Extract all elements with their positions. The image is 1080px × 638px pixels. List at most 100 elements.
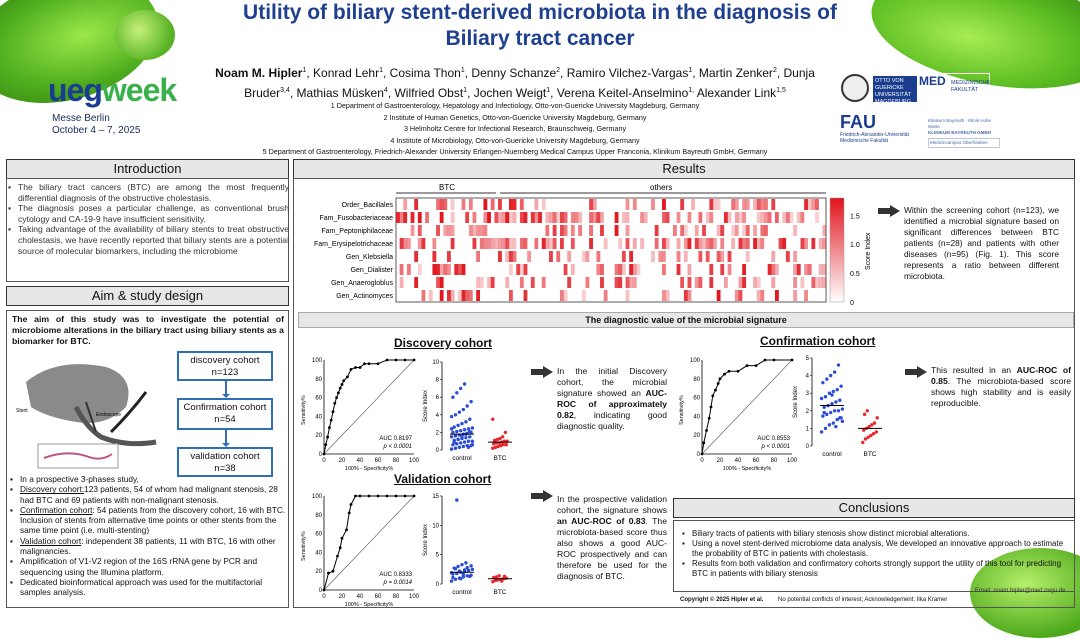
heatmap-cell (614, 225, 619, 236)
heatmap-cell (618, 277, 623, 288)
heatmap-cell (563, 225, 568, 236)
heatmap-row-label: Fam_Peptoniphilaceae (321, 228, 393, 235)
heatmap-cell (450, 212, 455, 223)
scale-tick-label: 1.0 (850, 242, 860, 249)
heatmap-cell (764, 225, 768, 236)
author-affiliation-sup: 1 (302, 67, 307, 74)
heatmap-cell (665, 238, 670, 249)
heatmap-cell (621, 251, 626, 262)
roc-y-tick: 100 (312, 358, 323, 364)
affiliation-2: 2 Institute of Human Genetics, Otto-von-… (383, 112, 647, 122)
roc-x-tick: 60 (375, 458, 382, 464)
heatmap-cell (804, 264, 808, 275)
heatmap-cell (432, 238, 437, 249)
score-point (461, 444, 465, 449)
list-item: The diagnosis poses a particular challen… (6, 203, 289, 224)
score-point (470, 567, 475, 572)
score-point (466, 427, 471, 431)
score-point (869, 433, 873, 438)
heatmap-cell (505, 277, 510, 288)
score-point (457, 445, 462, 450)
confirmation-text-auc: AUC-ROC of 0.85 (931, 365, 1072, 386)
heatmap-cell (447, 225, 451, 236)
list-item: The biliary tract cancers (BTC) are amon… (6, 182, 289, 203)
heatmap-cell (625, 277, 630, 288)
validation-cohort-label: validation cohort (190, 451, 260, 462)
aim-bullets: In a prospective 3-phases study,Discover… (8, 474, 290, 598)
auc-label: AUC 0.8197 (379, 436, 412, 442)
score-point (504, 443, 508, 447)
affiliation-4: 4 Institute of Microbiology, Otto-von-Gu… (390, 135, 640, 145)
heatmap-cell (559, 212, 564, 223)
dot-group-label: BTC (864, 451, 877, 458)
heatmap-cell (589, 225, 593, 236)
roc-y-label: Sensitivity% (679, 395, 685, 425)
heatmap-cell (483, 212, 488, 223)
score-point (451, 443, 455, 447)
dot-group-label: control (452, 589, 472, 596)
heatmap-cell (494, 238, 499, 249)
heatmap-cell (406, 264, 411, 275)
heatmap-cell (603, 290, 608, 301)
score-point (501, 435, 505, 439)
heatmap-cell (793, 225, 798, 236)
heatmap-cell (468, 225, 473, 236)
email-text: Email: noam.hipler@med.ovgu.de (975, 588, 1066, 594)
heatmap-cell (614, 212, 619, 223)
list-item: Amplification of V1-V2 region of the 16S… (8, 556, 290, 577)
roc-y-tick: 40 (693, 414, 700, 420)
list-item: Using a novel stent-derived microbiome d… (680, 539, 1072, 559)
roc-x-tick: 0 (322, 594, 326, 600)
score-point (838, 416, 842, 420)
validation-score-plot: 0 5 10 15 Score Index control BTC (423, 494, 512, 596)
affiliation-1: 1 Department of Gastroenterology, Hepato… (330, 101, 700, 110)
score-point (835, 417, 839, 422)
roc-point (335, 396, 338, 399)
score-point (870, 423, 874, 427)
heatmap-cell (417, 225, 422, 236)
validation-cohort-box: validation cohort n=38 (177, 447, 273, 477)
heatmap-cell (399, 238, 404, 249)
scale-tick-label: 1.5 (850, 213, 860, 220)
score-point (459, 577, 463, 581)
heatmap-cell (651, 199, 655, 210)
score-point (832, 409, 837, 413)
heatmap-cell (450, 290, 455, 301)
heatmap-cell (614, 277, 619, 288)
heatmap-cell (508, 238, 513, 249)
score-point (502, 574, 507, 579)
heatmap-cell (498, 238, 502, 249)
score-point (493, 445, 498, 450)
score-point (466, 445, 471, 450)
roc-point (324, 443, 328, 446)
heatmap-cell (487, 238, 491, 249)
heatmap-cell (625, 290, 630, 301)
heatmap-cell (589, 238, 593, 249)
list-item: Results from both validation and confirm… (680, 559, 1072, 579)
score-point (491, 579, 495, 584)
score-point (498, 436, 502, 441)
roc-x-tick: 100 (409, 458, 420, 464)
roc-point (329, 418, 333, 422)
heatmap-cell (417, 238, 422, 249)
author-affiliation-sup: 1,5 (776, 87, 786, 94)
heatmap-cell (410, 212, 415, 223)
confirmation-cohort-label: Confirmation cohort (183, 402, 267, 413)
heatmap-cell (662, 212, 666, 223)
heatmap-cell (425, 212, 429, 223)
heatmap-cell (450, 238, 455, 249)
heatmap-cell (443, 199, 448, 210)
heatmap-cell (552, 225, 557, 236)
heatmap-cell (680, 199, 685, 210)
bullet-text: In a prospective 3-phases study, (20, 474, 139, 484)
score-point (838, 398, 842, 402)
heatmap-cell (436, 277, 440, 288)
roc-x-tick: 20 (717, 458, 724, 464)
dot-y-tick: 2 (436, 430, 440, 436)
heatmap-cell (479, 238, 484, 249)
title-line-2: Biliary tract cancer (445, 27, 635, 50)
score-point (456, 423, 460, 428)
heatmap-cell (432, 264, 437, 275)
validation-text-c: . The microbiota-based score thus also s… (557, 516, 667, 581)
heatmap-cell (512, 199, 517, 210)
